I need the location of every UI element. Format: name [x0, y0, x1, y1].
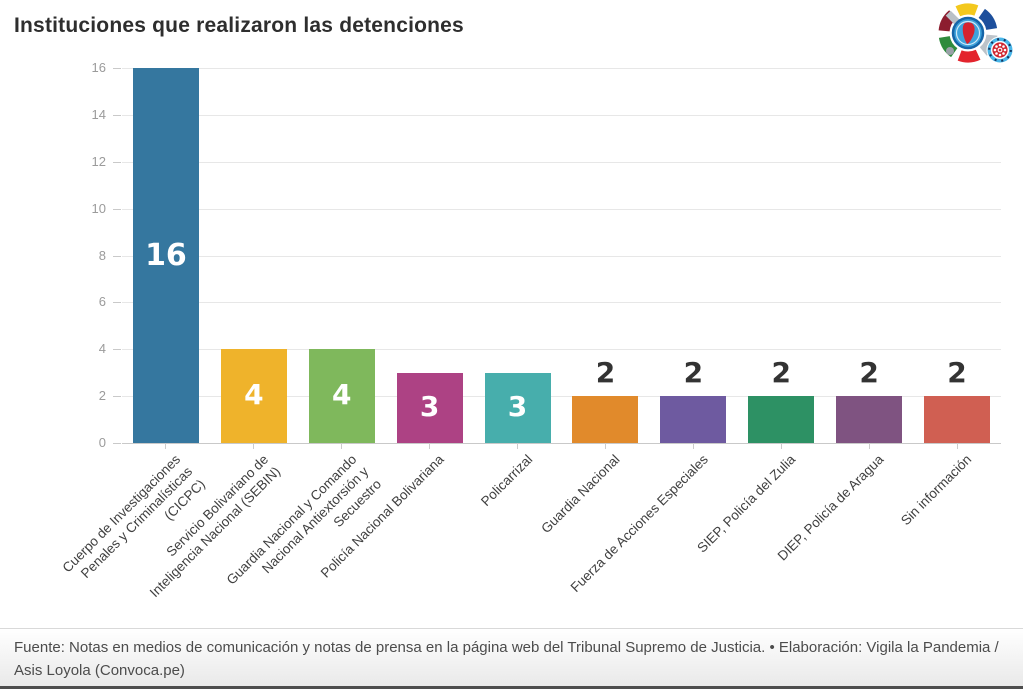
y-tick-mark [113, 396, 121, 398]
bar [308, 349, 375, 443]
x-tick-mark [429, 443, 431, 449]
bar-value-label: 4 [332, 378, 352, 412]
gridline [122, 68, 1001, 69]
x-tick-mark [341, 443, 343, 449]
bar-value-label: 2 [771, 356, 791, 390]
y-tick-label: 6 [98, 294, 106, 310]
bar-chart: 0 2 4 6 8 10 12 14 16 16 Cuerpo de Investigaciones… [60, 60, 1001, 600]
chart-title: Instituciones que realizaron las detenci… [14, 14, 464, 37]
bar [132, 68, 199, 443]
y-tick-mark [113, 349, 121, 351]
gridline [122, 443, 1001, 444]
gridline [122, 396, 1001, 398]
bar-value-label: 2 [683, 356, 704, 390]
footer: Fuente: Notas en medios de comunicación … [0, 628, 1023, 686]
x-category-label: Sin información [897, 451, 975, 529]
bar-value-label: 3 [419, 389, 440, 423]
y-tick-label: 14 [91, 106, 106, 122]
y-tick-label: 8 [98, 247, 106, 263]
bar-value-label: 2 [859, 356, 879, 390]
x-tick-mark [868, 443, 870, 449]
x-tick-mark [956, 443, 958, 449]
bottom-border-strip [0, 686, 1023, 689]
x-tick-mark [517, 443, 519, 449]
y-tick-mark [113, 161, 121, 163]
bar-value-label: 2 [595, 356, 616, 390]
x-tick-mark [604, 443, 606, 449]
bar [924, 396, 991, 443]
y-tick-label: 2 [98, 388, 106, 404]
bar [572, 396, 639, 443]
bar [396, 372, 463, 443]
y-tick-label: 16 [91, 60, 106, 75]
y-tick-mark [113, 443, 121, 444]
x-tick-mark [692, 443, 694, 449]
gridline [122, 349, 1001, 351]
bar [220, 349, 287, 443]
magnifier-icon [945, 10, 985, 55]
gridline [122, 255, 1001, 257]
x-tick-mark [253, 443, 255, 449]
gridline [122, 161, 1001, 163]
bar-value-label: 3 [507, 389, 528, 423]
y-tick-mark [113, 208, 121, 210]
source-attribution: Fuente: Notas en medios de comunicación … [14, 639, 999, 679]
bar-value-label: 2 [947, 356, 967, 390]
y-tick-label: 0 [98, 435, 106, 450]
y-tick-mark [113, 302, 121, 304]
x-tick-mark [780, 443, 782, 449]
bar [660, 396, 727, 443]
gridline [122, 208, 1001, 210]
bar [484, 372, 551, 443]
y-tick-mark [113, 68, 121, 69]
x-tick-mark [165, 443, 167, 449]
y-tick-mark [113, 114, 121, 116]
x-category-label: Policarrizal [477, 451, 535, 510]
y-tick-label: 4 [98, 341, 106, 357]
gridline [122, 302, 1001, 304]
bar [836, 396, 903, 443]
vigila-la-pandemia-logo [938, 3, 1014, 64]
y-tick-label: 10 [91, 200, 106, 216]
gridline [122, 114, 1001, 116]
bar-value-label: 16 [145, 237, 187, 273]
bar [748, 396, 815, 443]
y-tick-mark [113, 255, 121, 257]
x-category-label: Guardia Nacional [538, 451, 623, 537]
virus-icon [986, 36, 1014, 64]
bar-value-label: 4 [244, 378, 264, 412]
y-tick-label: 12 [91, 153, 106, 169]
